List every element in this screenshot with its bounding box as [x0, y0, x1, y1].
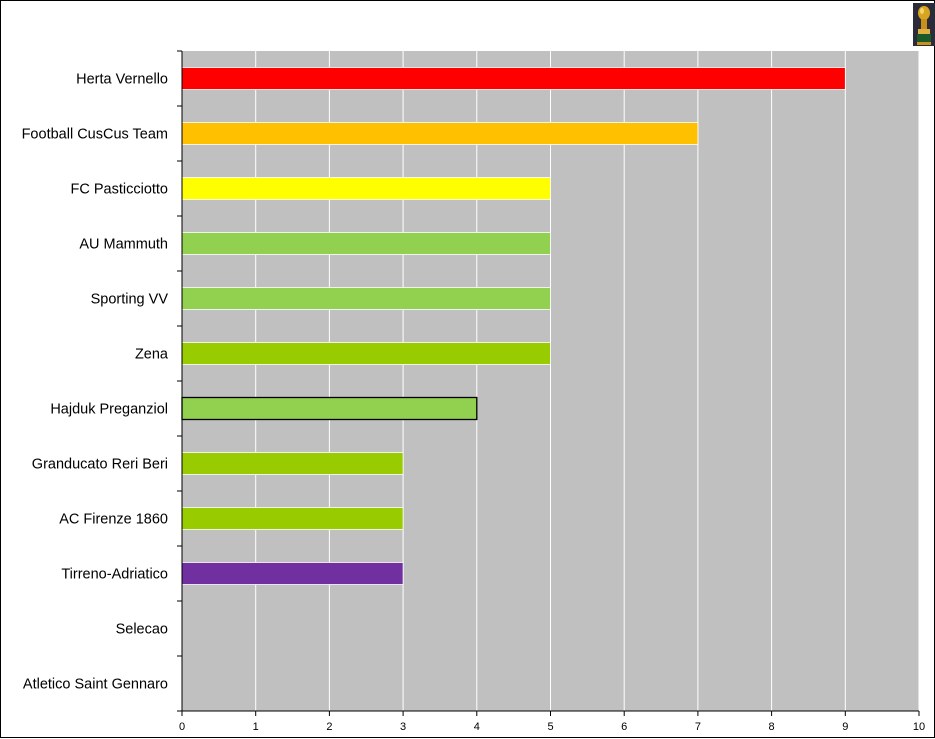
- bar-0: [181, 67, 846, 90]
- category-label-3: AU Mammuth: [79, 237, 168, 253]
- bar-3: [181, 232, 551, 255]
- bar-2: [181, 177, 551, 200]
- category-labels: Herta Vernello Football CusCus Team FC Pas…: [22, 72, 169, 693]
- gridlines: [255, 51, 920, 711]
- bar-5: [181, 342, 551, 365]
- x-tick-label-8: 8: [769, 721, 775, 733]
- bar-9: [181, 562, 404, 585]
- category-label-0: Herta Vernello: [76, 72, 168, 88]
- x-tick-label-7: 7: [695, 721, 701, 733]
- x-tick-label-2: 2: [326, 721, 332, 733]
- bar-1: [181, 122, 699, 145]
- category-label-4: Sporting VV: [91, 292, 169, 308]
- category-label-7: Granducato Reri Beri: [32, 457, 168, 473]
- bar-8: [181, 507, 404, 530]
- bar-7: [181, 452, 404, 475]
- axes: [177, 50, 920, 716]
- x-tick-label-3: 3: [400, 721, 406, 733]
- category-label-5: Zena: [135, 347, 169, 363]
- bar-6: [181, 396, 478, 421]
- category-label-8: AC Firenze 1860: [59, 512, 168, 528]
- category-label-9: Tirreno-Adriatico: [61, 567, 168, 583]
- category-label-10: Selecao: [116, 622, 168, 638]
- bar-4: [181, 287, 551, 310]
- x-tick-label-0: 0: [179, 721, 185, 733]
- x-tick-label-9: 9: [842, 721, 848, 733]
- category-label-1: Football CusCus Team: [22, 127, 168, 143]
- x-tick-label-4: 4: [474, 721, 480, 733]
- category-label-6: Hajduk Preganziol: [50, 402, 168, 418]
- x-tick-label-10: 10: [913, 721, 925, 733]
- category-label-2: FC Pasticciotto: [71, 182, 169, 198]
- x-tick-label-5: 5: [547, 721, 553, 733]
- tick-labels: 0 1 2 3 4 5 6 7 8 9 10: [179, 721, 925, 733]
- trophy-icon: [913, 3, 935, 46]
- bars: [181, 67, 846, 585]
- category-label-11: Atletico Saint Gennaro: [23, 677, 168, 693]
- x-tick-label-1: 1: [253, 721, 259, 733]
- x-tick-label-6: 6: [621, 721, 627, 733]
